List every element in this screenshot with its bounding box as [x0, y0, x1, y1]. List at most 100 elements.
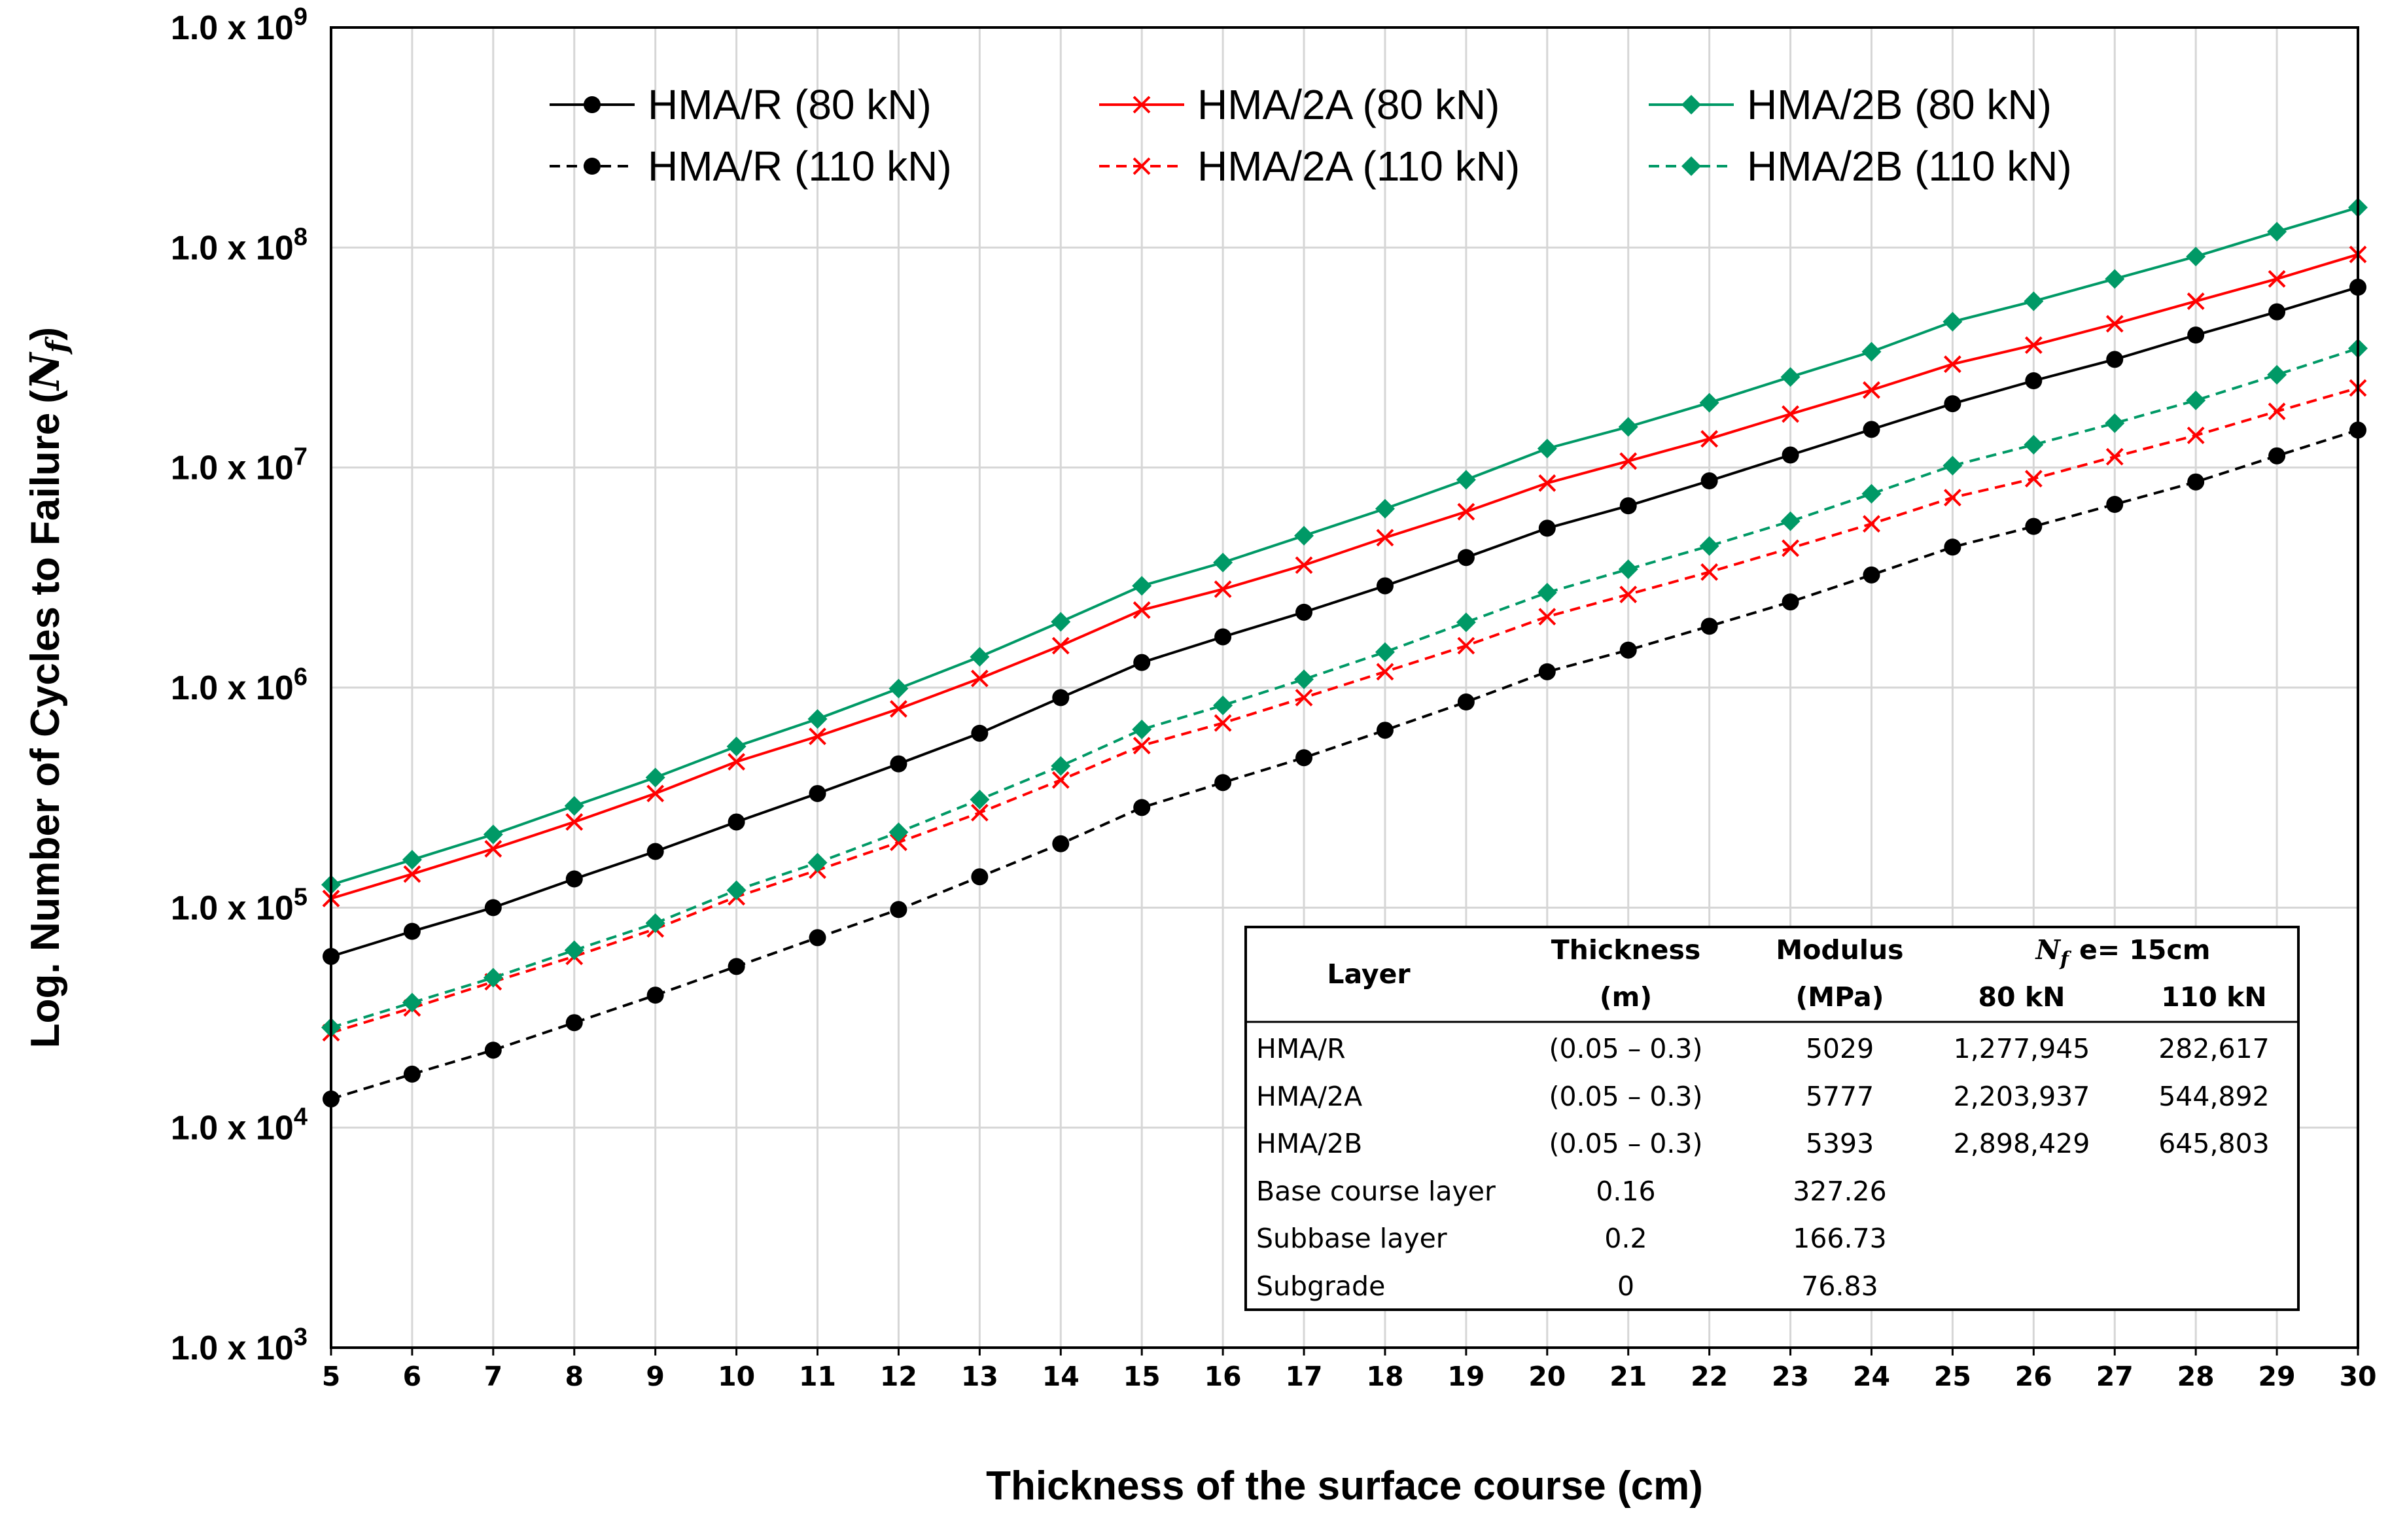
data-point — [1133, 737, 1151, 755]
x-tick-label: 13 — [961, 1361, 998, 1392]
legend-label: HMA/R (110 kN) — [648, 143, 952, 190]
data-point — [970, 646, 990, 667]
legend-marker — [1133, 157, 1151, 175]
legend-item: HMA/2B (110 kN) — [1649, 143, 2072, 190]
data-point — [1943, 489, 1961, 507]
data-point — [1375, 499, 1395, 519]
table-cell-layer: Subbase layer — [1256, 1223, 1447, 1254]
data-point — [1700, 472, 1718, 490]
data-point — [1295, 603, 1313, 621]
data-point — [1052, 689, 1070, 707]
data-point — [402, 992, 422, 1013]
x-tick-label: 26 — [2015, 1361, 2052, 1392]
y-tick-mantissa: 1.0 x 10 — [171, 889, 294, 927]
data-point — [1699, 393, 1719, 413]
data-point — [970, 669, 989, 688]
data-point — [726, 737, 747, 757]
x-tick-label: 25 — [1934, 1361, 1971, 1392]
table-cell-modulus: 5777 — [1806, 1081, 1874, 1112]
data-point — [1133, 601, 1151, 619]
x-tick-label: 18 — [1366, 1361, 1403, 1392]
series-line — [330, 429, 2359, 1100]
table-header-nf-condition: e= 15cm — [2079, 934, 2211, 966]
data-point — [1132, 576, 1152, 596]
x-tick-label: 30 — [2339, 1361, 2376, 1392]
data-point — [1294, 525, 1314, 546]
data-point — [1699, 536, 1719, 556]
data-point — [971, 724, 989, 742]
data-point — [2105, 413, 2125, 433]
data-point — [1294, 669, 1314, 690]
data-point — [483, 968, 503, 988]
data-point — [1780, 511, 1801, 531]
table-cell-nf-80kn: 1,277,945 — [1954, 1033, 2090, 1064]
legend-marker — [584, 158, 601, 175]
data-point — [890, 700, 907, 718]
data-point — [1051, 771, 1070, 789]
data-point — [1863, 515, 1880, 533]
data-point — [1618, 417, 1638, 437]
data-point — [2268, 270, 2286, 288]
y-tick-label: 1.0 x 104 — [171, 1104, 308, 1147]
data-point — [1376, 722, 1394, 739]
x-tick-label: 19 — [1447, 1361, 1485, 1392]
data-point — [1132, 720, 1152, 740]
legend-marker — [1681, 156, 1701, 176]
data-point — [1944, 538, 1961, 556]
series-line — [330, 387, 2359, 1034]
data-point — [564, 940, 584, 960]
data-point — [1863, 566, 1880, 584]
data-point — [890, 755, 907, 773]
legend-label: HMA/2A (80 kN) — [1197, 81, 1500, 128]
data-point — [1537, 438, 1557, 459]
data-point — [2105, 447, 2124, 466]
series-line — [330, 253, 2359, 900]
table-header-modulus-unit: (MPa) — [1796, 981, 1884, 1013]
data-point — [1376, 663, 1394, 681]
table-cell-modulus: 166.73 — [1793, 1223, 1886, 1254]
x-tick-label: 7 — [484, 1361, 503, 1392]
data-point — [2187, 326, 2205, 344]
data-point — [2025, 517, 2043, 535]
legend-marker — [584, 96, 601, 113]
y-tick-label: 1.0 x 109 — [171, 3, 308, 47]
data-point — [1619, 641, 1637, 659]
table-header-80kn: 80 kN — [1978, 981, 2065, 1013]
data-point — [1295, 556, 1313, 574]
x-tick-label: 29 — [2258, 1361, 2296, 1392]
table-cell-thickness: 0 — [1617, 1270, 1634, 1302]
data-point — [809, 784, 826, 802]
y-tick-label: 1.0 x 108 — [171, 223, 308, 267]
y-tick-exponent: 6 — [294, 663, 308, 691]
legend-label: HMA/2A (110 kN) — [1197, 143, 1520, 190]
data-point — [1782, 446, 1799, 464]
x-tick-label: 6 — [403, 1361, 422, 1392]
data-point — [1944, 395, 1961, 413]
x-tick-label: 8 — [565, 1361, 584, 1392]
data-point — [402, 850, 422, 870]
table-cell-layer: Subgrade — [1256, 1270, 1385, 1302]
data-point — [645, 913, 665, 934]
x-tick-label: 16 — [1204, 1361, 1242, 1392]
data-point — [728, 753, 746, 771]
data-point — [646, 784, 665, 803]
x-tick-label: 5 — [322, 1361, 341, 1392]
y-tick-exponent: 3 — [294, 1323, 308, 1351]
data-point — [807, 709, 828, 729]
y-axis-title: Log. Number of Cycles to Failure(Nf) — [21, 327, 74, 1048]
data-point — [1214, 714, 1232, 732]
data-point — [1537, 582, 1557, 603]
series-line — [330, 347, 2359, 1029]
data-point — [1943, 355, 1961, 374]
data-point — [1942, 455, 1963, 476]
legend-item: HMA/2A (80 kN) — [1099, 81, 1500, 128]
table-cell-layer: HMA/R — [1256, 1033, 1346, 1064]
data-point — [1618, 559, 1638, 580]
x-tick-label: 21 — [1609, 1361, 1647, 1392]
table-cell-thickness: (0.05 – 0.3) — [1549, 1081, 1702, 1112]
data-point — [1213, 552, 1233, 572]
table-header-modulus: Modulus — [1776, 934, 1903, 966]
data-point — [645, 767, 665, 788]
table-header-thickness: Thickness — [1551, 934, 1701, 966]
